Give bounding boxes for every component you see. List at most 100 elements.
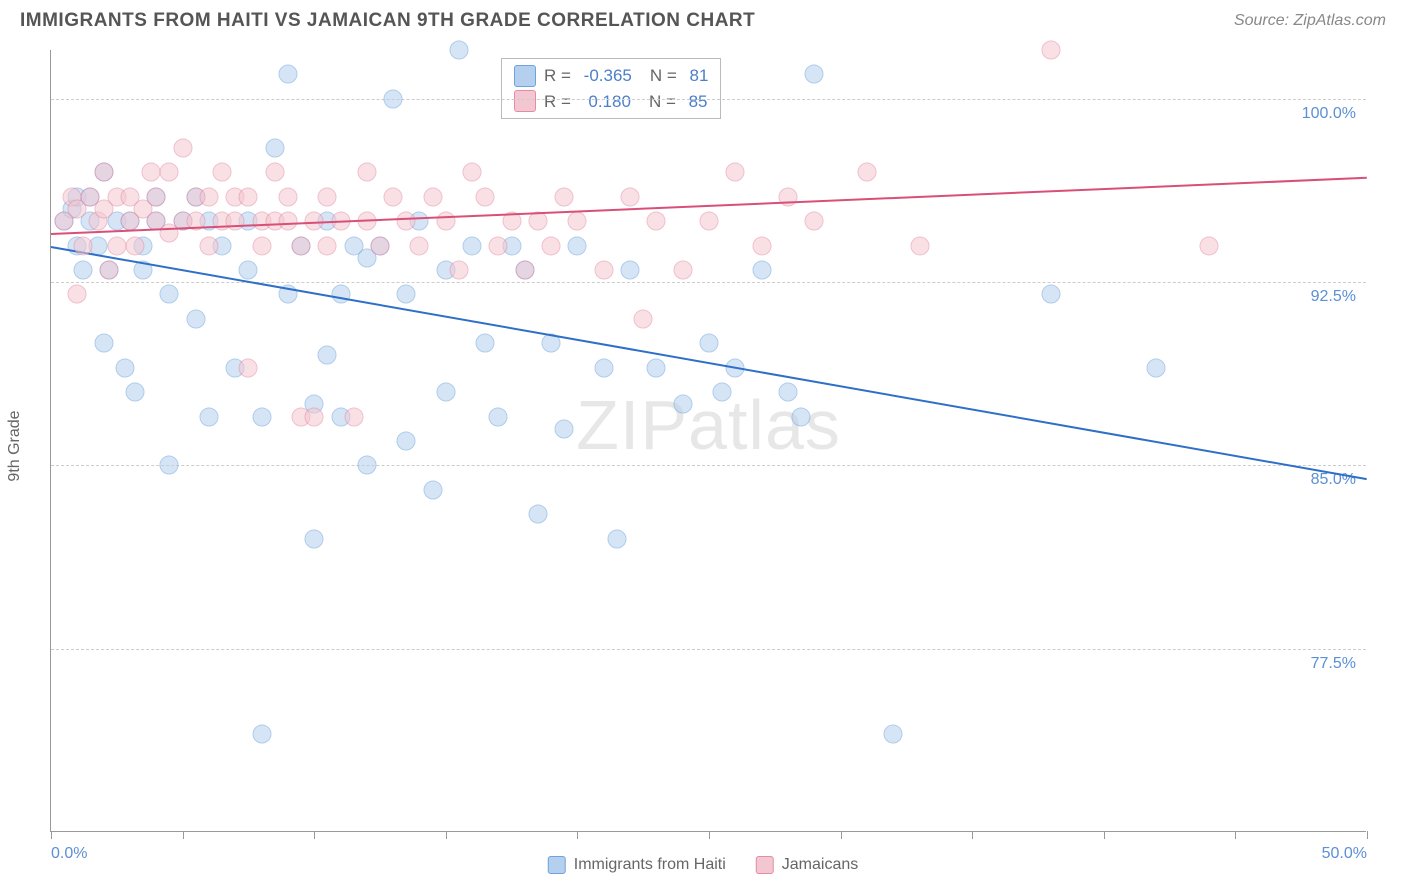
x-tick: [841, 831, 842, 839]
data-point: [318, 346, 337, 365]
data-point: [1042, 285, 1061, 304]
data-point: [673, 395, 692, 414]
data-point: [160, 456, 179, 475]
data-point: [278, 212, 297, 231]
data-point: [463, 236, 482, 255]
data-point: [713, 383, 732, 402]
data-point: [726, 163, 745, 182]
data-point: [199, 236, 218, 255]
data-point: [778, 383, 797, 402]
x-tick: [446, 831, 447, 839]
data-point: [805, 65, 824, 84]
data-point: [528, 505, 547, 524]
data-point: [278, 187, 297, 206]
data-point: [752, 260, 771, 279]
data-point: [160, 285, 179, 304]
legend-swatch: [514, 65, 536, 87]
gridline: [51, 465, 1366, 466]
data-point: [186, 309, 205, 328]
data-point: [857, 163, 876, 182]
data-point: [621, 187, 640, 206]
series-legend: Immigrants from Haiti Jamaicans: [548, 856, 859, 874]
data-point: [357, 163, 376, 182]
y-tick-label: 92.5%: [1311, 288, 1356, 306]
legend-r-label: R =: [544, 89, 571, 115]
data-point: [147, 187, 166, 206]
data-point: [357, 456, 376, 475]
legend-r-value: -0.365: [579, 63, 632, 89]
data-point: [542, 236, 561, 255]
data-point: [199, 187, 218, 206]
data-point: [331, 285, 350, 304]
data-point: [805, 212, 824, 231]
data-point: [160, 163, 179, 182]
data-point: [252, 236, 271, 255]
data-point: [226, 212, 245, 231]
legend-n-label: N =: [649, 89, 676, 115]
data-point: [107, 236, 126, 255]
data-point: [489, 236, 508, 255]
data-point: [568, 236, 587, 255]
legend-n-label: N =: [650, 63, 677, 89]
gridline: [51, 649, 1366, 650]
data-point: [423, 187, 442, 206]
data-point: [647, 212, 666, 231]
data-point: [239, 260, 258, 279]
data-point: [99, 260, 118, 279]
data-point: [68, 285, 87, 304]
legend-row: R = 0.180N = 85: [514, 89, 708, 115]
data-point: [73, 260, 92, 279]
x-tick: [1104, 831, 1105, 839]
x-tick: [577, 831, 578, 839]
data-point: [239, 358, 258, 377]
data-point: [397, 285, 416, 304]
data-point: [555, 187, 574, 206]
data-point: [265, 163, 284, 182]
legend-row: R = -0.365N = 81: [514, 63, 708, 89]
legend-swatch: [548, 856, 566, 874]
data-point: [568, 212, 587, 231]
source-label: Source: ZipAtlas.com: [1234, 12, 1386, 30]
legend-r-label: R =: [544, 63, 571, 89]
data-point: [199, 407, 218, 426]
data-point: [555, 419, 574, 438]
data-point: [607, 529, 626, 548]
data-point: [115, 358, 134, 377]
data-point: [515, 260, 534, 279]
data-point: [647, 358, 666, 377]
data-point: [94, 163, 113, 182]
legend-item: Jamaicans: [756, 856, 858, 874]
data-point: [489, 407, 508, 426]
data-point: [344, 407, 363, 426]
data-point: [278, 65, 297, 84]
data-point: [910, 236, 929, 255]
y-tick-label: 77.5%: [1311, 655, 1356, 673]
data-point: [252, 725, 271, 744]
data-point: [73, 236, 92, 255]
x-tick: [51, 831, 52, 839]
data-point: [423, 480, 442, 499]
data-point: [594, 358, 613, 377]
data-point: [239, 187, 258, 206]
x-tick: [314, 831, 315, 839]
legend-item: Immigrants from Haiti: [548, 856, 726, 874]
x-tick: [183, 831, 184, 839]
data-point: [265, 138, 284, 157]
data-point: [792, 407, 811, 426]
legend-swatch: [514, 90, 536, 112]
x-tick-label: 0.0%: [51, 845, 87, 863]
legend-n-value: 85: [684, 89, 708, 115]
data-point: [305, 529, 324, 548]
data-point: [371, 236, 390, 255]
data-point: [884, 725, 903, 744]
data-point: [126, 383, 145, 402]
x-tick: [1367, 831, 1368, 839]
y-axis-title: 9th Grade: [6, 410, 24, 481]
x-tick-label: 50.0%: [1322, 845, 1367, 863]
data-point: [594, 260, 613, 279]
x-tick: [709, 831, 710, 839]
data-point: [397, 432, 416, 451]
data-point: [318, 187, 337, 206]
legend-label: Jamaicans: [782, 856, 858, 874]
data-point: [384, 187, 403, 206]
